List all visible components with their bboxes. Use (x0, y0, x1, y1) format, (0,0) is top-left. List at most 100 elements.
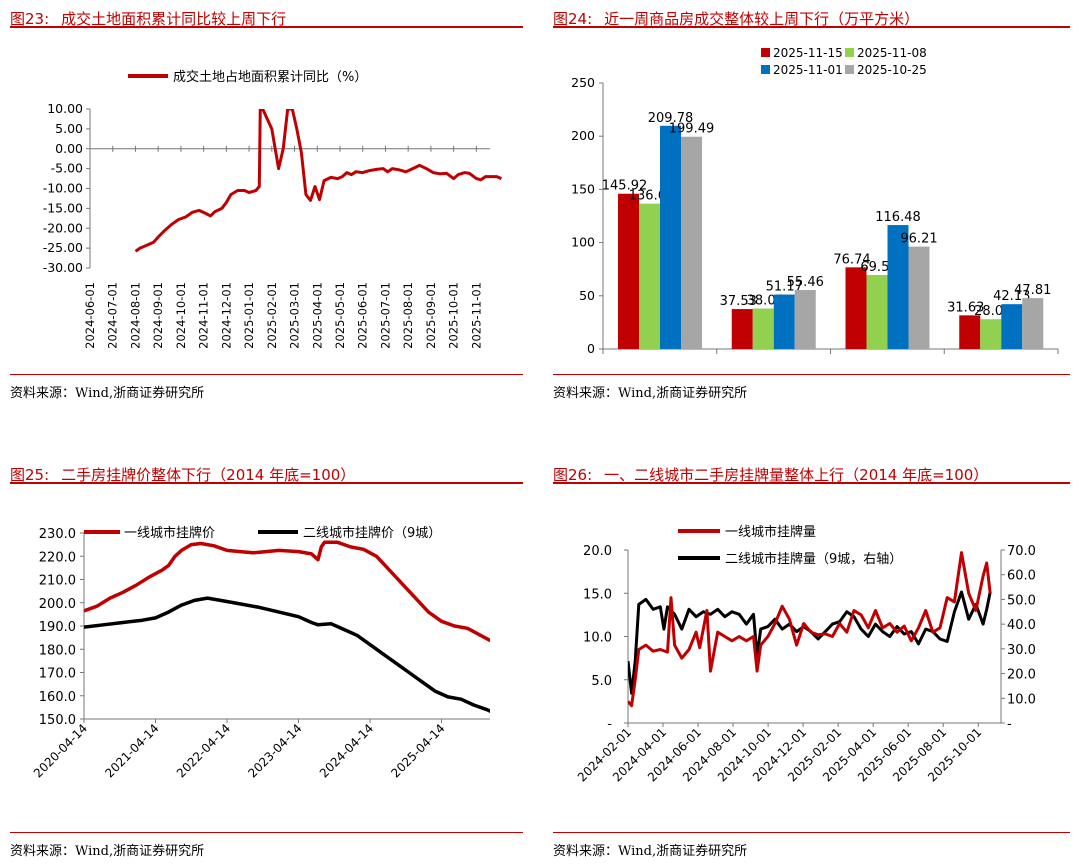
y-tick-label: 50 (579, 288, 595, 303)
y-tick-label: -20.00 (43, 220, 83, 235)
y-tick-label-left: - (607, 717, 612, 732)
series-line-tier2 (628, 590, 992, 695)
legend-label: 一线城市挂牌量 (725, 524, 816, 540)
x-tick-label: 2022-04-14 (174, 721, 233, 780)
x-tick-label: 2023-04-14 (245, 721, 304, 780)
y-tick-label-left: 10.0 (583, 631, 612, 646)
y-tick-label-left: 20.0 (583, 544, 612, 559)
y-tick-label: 150 (571, 181, 595, 196)
bar (959, 315, 981, 349)
y-tick-label: -15.00 (43, 200, 83, 215)
y-tick-label-right: 20.0 (1007, 668, 1036, 683)
chart-25: 230.0 220.0 210.0 200.0 190.0 180.0 170.0 160.0… (31, 525, 490, 780)
panel-26: 图26: 一、二线城市二手房挂牌量整体上行（2014 年底=100） 20.0 15… (553, 460, 1070, 865)
legend-label: 2025-11-01 (773, 63, 843, 77)
y-tick-label: 150.0 (39, 713, 76, 728)
bar (639, 203, 660, 349)
y-tick-label-right: 30.0 (1007, 643, 1036, 658)
data-label: 96.21 (900, 232, 937, 247)
legend-swatch (761, 65, 770, 74)
x-tick-label: 2025-11-01 (469, 282, 483, 349)
bar (773, 294, 795, 349)
y-tick-label: -5.00 (51, 161, 83, 176)
y-tick-label-right: 50.0 (1007, 593, 1036, 608)
data-label: 42.13 (993, 289, 1030, 304)
bar (681, 136, 702, 349)
y-tick-label: 170.0 (39, 667, 76, 682)
bar (618, 193, 639, 349)
bar (660, 125, 681, 349)
bar (866, 274, 888, 349)
y-tick-label: -25.00 (43, 240, 83, 255)
y-tick-label-right: 60.0 (1007, 569, 1036, 584)
panel-24: 图24: 近一周商品房成交整体较上周下行（万平方米） 0 50 100 150 200 25… (553, 4, 1070, 404)
y-tick-label: 230.0 (39, 527, 76, 542)
panel-title: 图25: 二手房挂牌价整体下行（2014 年底=100） (10, 460, 523, 484)
x-tick-label: 2021-04-14 (102, 721, 161, 780)
legend-label: 二线城市挂牌价（9城） (303, 525, 441, 541)
bar (908, 246, 930, 349)
data-label: 209.78 (648, 111, 694, 126)
y-tick-label: 220.0 (39, 550, 76, 565)
x-tick-label: 2025-08-01 (401, 282, 415, 349)
y-tick-label: 0.00 (55, 141, 83, 156)
x-tick-label: 2024-09-01 (151, 282, 165, 349)
x-tick-label: 2025-04-01 (310, 282, 324, 349)
x-tick-label: 2025-02-01 (265, 282, 279, 349)
figure-number: 图26: (553, 466, 593, 484)
x-tick-label: 2025-10-01 (447, 282, 461, 349)
series-line (134, 109, 502, 253)
x-tick-label: 2024-08-01 (128, 282, 142, 349)
x-tick-label: 2025-05-01 (333, 282, 347, 349)
y-tick-label: 200.0 (39, 597, 76, 612)
chart-23: 10.00 5.00 0.00 -5.00 -10.00 -15.00 -20.00 -25.… (43, 69, 502, 349)
legend-label: 2025-11-15 (773, 46, 843, 60)
legend-label: 2025-10-25 (857, 63, 927, 77)
source-note: 资料来源：Wind,浙商证券研究所 (553, 374, 1070, 401)
x-tick-label: 2025-04-14 (388, 721, 447, 780)
data-label: 47.81 (1014, 283, 1051, 298)
bar (752, 308, 774, 349)
y-tick-label-left: 15.0 (583, 587, 612, 602)
legend-label: 2025-11-08 (857, 46, 927, 60)
figure-number: 图24: (553, 10, 593, 28)
data-label: 199.49 (669, 122, 715, 137)
y-tick-label: 100 (571, 235, 595, 250)
y-tick-label: 200 (571, 128, 595, 143)
y-tick-label: 10.00 (47, 101, 83, 116)
figure-title: 二手房挂牌价整体下行（2014 年底=100） (61, 466, 356, 484)
figure-number: 图25: (10, 466, 50, 484)
series-line (84, 540, 490, 643)
x-tick-label: 2025-07-01 (378, 282, 392, 349)
bar (731, 309, 753, 349)
x-tick-label: 2024-07-01 (106, 282, 120, 349)
series-line-tier1 (628, 551, 992, 708)
panel-23: 图23: 成交土地面积累计同比较上周下行 10.00 5.00 0.00 -5.00 -1… (10, 4, 523, 404)
bar (980, 319, 1002, 349)
bar (1001, 304, 1023, 349)
panel-title: 图26: 一、二线城市二手房挂牌量整体上行（2014 年底=100） (553, 460, 1070, 484)
data-label: 31.63 (947, 300, 984, 315)
figure-title: 成交土地面积累计同比较上周下行 (61, 10, 287, 28)
chart-24: 050100150200250145.9237.5376.7431.63136.… (571, 46, 1059, 356)
legend-swatch (845, 65, 854, 74)
y-tick-label: 0 (587, 341, 595, 356)
panel-title: 图24: 近一周商品房成交整体较上周下行（万平方米） (553, 4, 1070, 28)
figure-title: 一、二线城市二手房挂牌量整体上行（2014 年底=100） (604, 466, 989, 484)
panel-title: 图23: 成交土地面积累计同比较上周下行 (10, 4, 523, 28)
data-label: 145.92 (602, 179, 648, 194)
x-tick-label: 2024-10-01 (174, 282, 188, 349)
y-tick-label: 250 (571, 75, 595, 90)
y-tick-label: -30.00 (43, 260, 83, 275)
x-tick-label: 2024-06-01 (83, 282, 97, 349)
y-tick-label: 190.0 (39, 620, 76, 635)
x-tick-label: 2024-12-01 (219, 282, 233, 349)
x-tick-label: 2025-06-01 (356, 282, 370, 349)
legend-label: 一线城市挂牌价 (124, 525, 215, 541)
y-tick-label: 5.00 (55, 121, 83, 136)
y-tick-label: -10.00 (43, 181, 83, 196)
x-tick-label: 2020-04-14 (31, 721, 90, 780)
source-note: 资料来源：Wind,浙商证券研究所 (10, 374, 523, 401)
y-tick-label-left: 5.0 (591, 674, 612, 689)
x-tick-label: 2024-04-14 (317, 721, 376, 780)
